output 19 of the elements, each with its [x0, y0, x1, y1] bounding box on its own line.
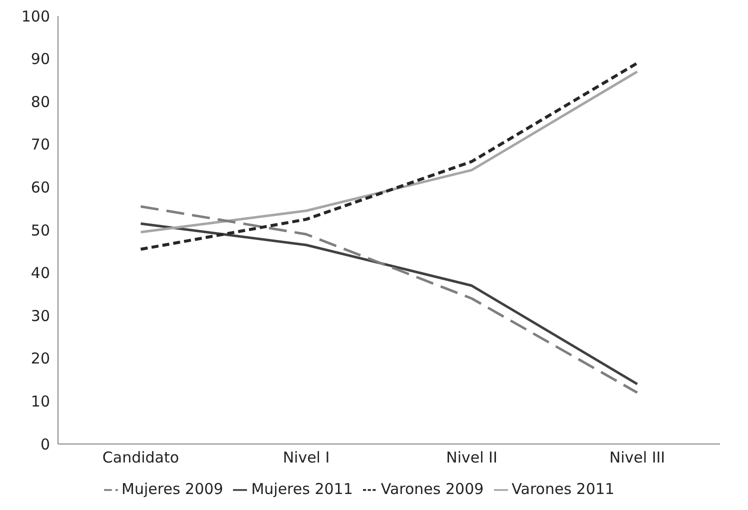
legend-label: Varones 2011	[512, 480, 614, 498]
x-tick-label: Candidato	[102, 448, 180, 467]
y-tick-label: 90	[30, 50, 50, 68]
x-tick-label: Nivel II	[446, 448, 498, 467]
y-tick-label: 50	[30, 221, 50, 240]
y-tick-label: 60	[30, 178, 50, 197]
legend-label: Mujeres 2011	[251, 480, 353, 498]
y-tick-label: 80	[30, 92, 50, 111]
y-tick-label: 10	[30, 392, 50, 411]
y-tick-label: 40	[30, 264, 50, 282]
y-tick-label: 70	[30, 136, 50, 154]
y-tick-label: 100	[21, 7, 50, 26]
x-tick-label: Nivel III	[609, 448, 666, 467]
x-tick-label: Nivel I	[282, 448, 330, 467]
legend-label: Mujeres 2009	[122, 480, 224, 498]
y-tick-label: 30	[30, 306, 50, 325]
legend-label: Varones 2009	[380, 480, 484, 498]
y-tick-label: 20	[30, 350, 50, 368]
y-tick-label: 0	[40, 435, 50, 454]
